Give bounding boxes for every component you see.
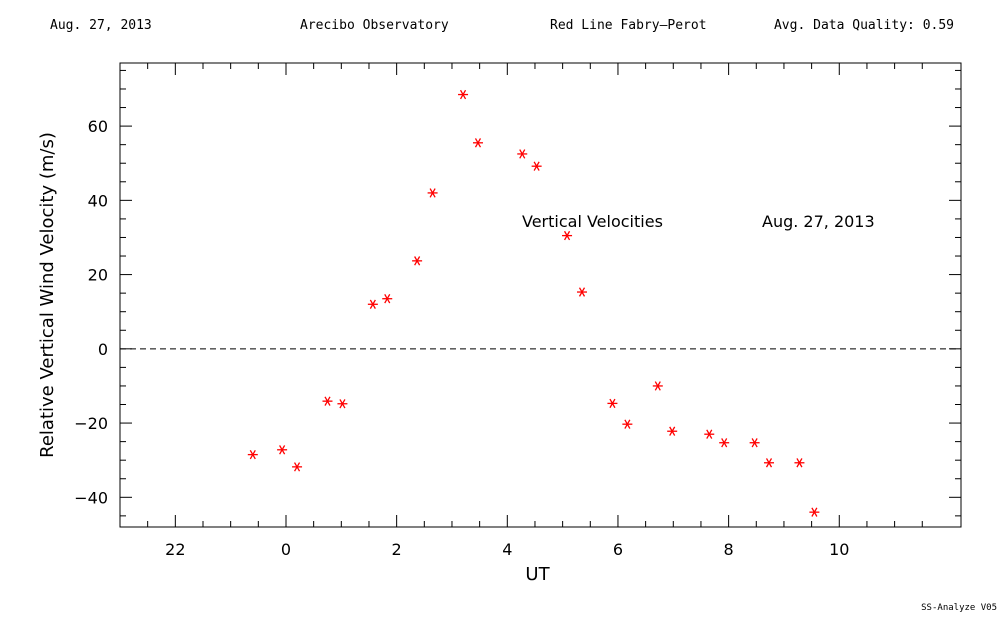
- data-point: [667, 426, 678, 436]
- data-point: [622, 419, 633, 429]
- software-version: SS-Analyze V05: [921, 603, 997, 613]
- header-instrument: Red Line Fabry–Perot: [550, 18, 707, 33]
- data-point: [277, 445, 288, 455]
- plot-frame: [119, 62, 962, 528]
- y-tick-label: 20: [88, 266, 108, 285]
- data-point: [704, 429, 715, 439]
- data-point: [427, 188, 438, 198]
- header-date: Aug. 27, 2013: [50, 18, 152, 33]
- data-point: [247, 449, 258, 460]
- data-point: [382, 294, 393, 304]
- y-tick-label: −40: [74, 488, 108, 507]
- y-tick-label: −20: [74, 414, 108, 433]
- x-tick-label: 8: [724, 540, 734, 559]
- x-tick-label: 6: [613, 540, 623, 559]
- data-point: [652, 381, 663, 391]
- data-point: [794, 458, 805, 468]
- x-tick-label: 22: [165, 540, 185, 559]
- x-tick-label: 2: [392, 540, 402, 559]
- header-observatory: Arecibo Observatory: [300, 18, 449, 33]
- data-point: [607, 398, 618, 409]
- data-point: [517, 149, 528, 159]
- data-point: [292, 462, 303, 472]
- y-tick-label: 0: [98, 340, 108, 359]
- data-point: [531, 161, 542, 171]
- data-point: [576, 287, 587, 297]
- data-point: [764, 458, 775, 468]
- data-point: [367, 299, 378, 309]
- data-point: [472, 138, 483, 148]
- data-point: [322, 396, 333, 406]
- x-axis-title: UT: [525, 564, 550, 585]
- data-point: [719, 438, 730, 448]
- x-tick-label: 4: [502, 540, 512, 559]
- annotation-date: Aug. 27, 2013: [762, 212, 875, 231]
- data-point: [809, 507, 820, 517]
- data-point: [458, 89, 469, 100]
- data-point: [337, 399, 348, 409]
- y-tick-label: 60: [88, 117, 108, 136]
- x-tick-label: 10: [829, 540, 849, 559]
- annotation-vertical-velocities: Vertical Velocities: [522, 212, 663, 231]
- data-point: [562, 230, 573, 241]
- data-point: [749, 438, 760, 448]
- x-tick-label: 0: [281, 540, 291, 559]
- header-data-quality: Avg. Data Quality: 0.59: [773, 18, 954, 33]
- data-point: [412, 256, 423, 266]
- y-tick-label: 40: [88, 191, 108, 210]
- y-axis-title: Relative Vertical Wind Velocity (m/s): [37, 132, 58, 458]
